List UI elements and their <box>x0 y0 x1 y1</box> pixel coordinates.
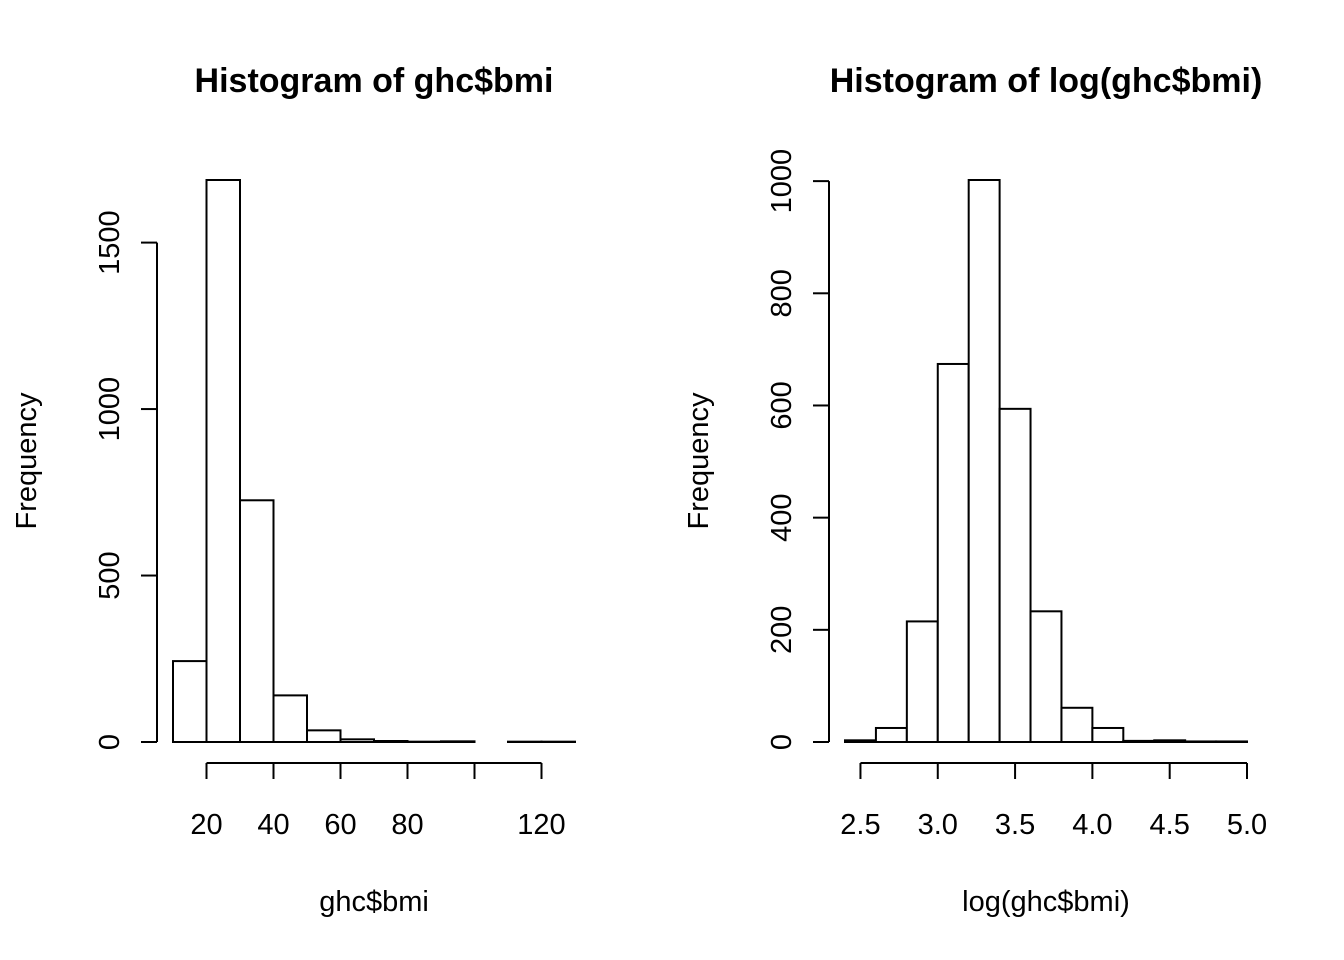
x-tick-label: 5.0 <box>1227 809 1267 841</box>
y-axis-label: Frequency <box>11 392 43 530</box>
y-tick-label: 0 <box>94 734 126 750</box>
y-tick-label: 800 <box>766 269 798 317</box>
x-tick-label: 3.5 <box>995 809 1035 841</box>
y-tick-label: 600 <box>766 381 798 429</box>
x-tick-label: 3.0 <box>918 809 958 841</box>
histogram-bar <box>440 740 476 743</box>
histogram-bar <box>1060 706 1094 744</box>
y-tick-label: 0 <box>766 734 798 750</box>
histogram-bar <box>1091 726 1125 743</box>
x-axis-label: log(ghc$bmi) <box>962 886 1130 918</box>
histogram-log-bmi-panel: Histogram of log(ghc$bmi) log(ghc$bmi) F… <box>683 62 1267 918</box>
histogram-bmi-panel: Histogram of ghc$bmi ghc$bmi Frequency 0… <box>11 62 576 918</box>
histogram-bar <box>1122 739 1156 743</box>
chart-title: Histogram of log(ghc$bmi) <box>830 62 1263 100</box>
x-tick-label: 20 <box>190 809 222 841</box>
chart-title: Histogram of ghc$bmi <box>195 62 554 100</box>
histogram-bar <box>844 739 877 744</box>
y-tick-label: 1000 <box>766 149 798 214</box>
histogram-bar <box>874 726 908 743</box>
x-tick-label: 60 <box>324 809 356 841</box>
x-tick-label: 2.5 <box>840 809 880 841</box>
histogram-bar <box>1184 740 1218 744</box>
x-tick-label: 120 <box>517 809 565 841</box>
x-tick-label: 40 <box>257 809 289 841</box>
y-tick-label: 200 <box>766 606 798 654</box>
histogram-bar <box>306 729 342 744</box>
histogram-bar <box>172 660 208 743</box>
histogram-bar <box>1153 739 1187 744</box>
x-tick-label: 4.0 <box>1072 809 1112 841</box>
x-tick-label: 4.5 <box>1150 809 1190 841</box>
y-tick-label: 1000 <box>94 377 126 442</box>
histogram-bar <box>205 179 241 743</box>
histogram-bar <box>967 179 1001 743</box>
histogram-bar <box>239 499 275 744</box>
y-tick-label: 500 <box>94 551 126 599</box>
histogram-bar <box>339 738 375 743</box>
histogram-bar <box>905 620 939 744</box>
y-tick-label: 1500 <box>94 210 126 275</box>
histogram-bar <box>373 740 409 743</box>
histogram-bar <box>998 407 1032 743</box>
histogram-bar <box>936 362 970 743</box>
x-tick-label: 80 <box>391 809 423 841</box>
histogram-bar <box>272 694 308 743</box>
histogram-bar <box>1029 610 1063 743</box>
y-axis-label: Frequency <box>683 392 715 530</box>
y-tick-label: 400 <box>766 493 798 541</box>
histogram-bar <box>1215 740 1248 744</box>
x-axis-label: ghc$bmi <box>319 886 429 918</box>
